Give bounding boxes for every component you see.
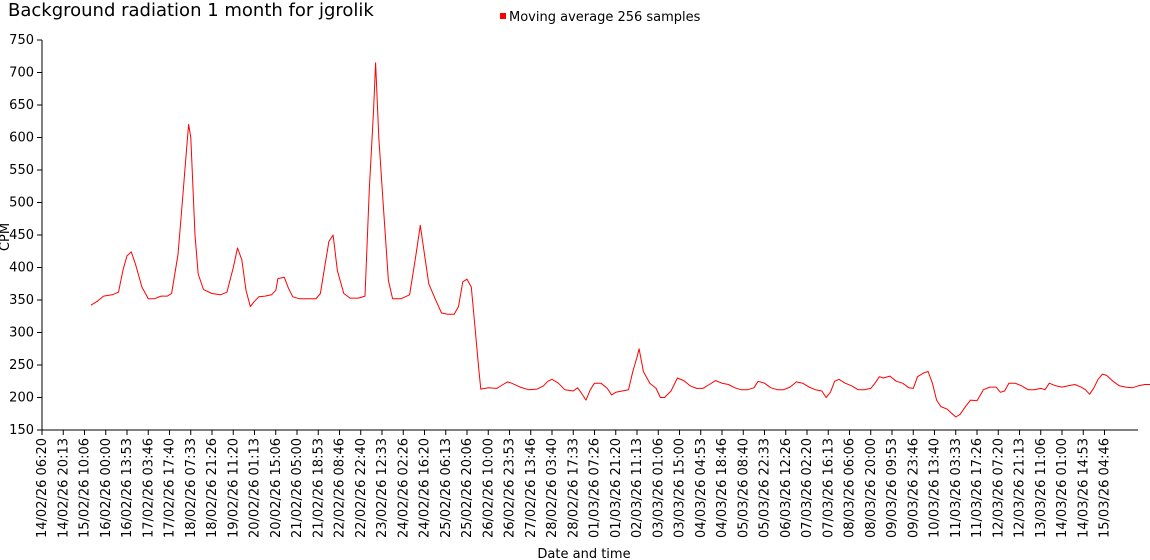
x-tick-label: 15/03/26 04:46	[1098, 438, 1113, 538]
series-line	[90, 62, 1150, 418]
x-tick-label: 12/03/26 07:20	[991, 438, 1006, 538]
x-tick-label: 01/03/26 07:26	[588, 438, 603, 538]
x-tick-label: 21/02/26 05:00	[290, 438, 305, 538]
x-tick-label: 09/03/26 09:53	[885, 438, 900, 538]
y-tick-label: 700	[9, 66, 34, 81]
x-tick-label: 12/03/26 21:13	[1013, 438, 1028, 538]
x-tick-label: 02/03/26 11:13	[630, 438, 645, 538]
x-tick-label: 10/03/26 13:40	[928, 438, 943, 538]
x-tick-label: 03/03/26 01:06	[651, 438, 666, 538]
x-tick-label: 28/02/26 03:40	[545, 438, 560, 538]
x-tick-label: 05/03/26 08:40	[736, 438, 751, 538]
y-tick-label: 550	[9, 163, 34, 178]
y-tick-label: 400	[9, 261, 34, 276]
x-tick-label: 21/02/26 18:53	[311, 438, 326, 538]
x-tick-label: 17/02/26 03:46	[141, 438, 156, 538]
y-tick-label: 500	[9, 196, 34, 211]
x-tick-label: 25/02/26 20:06	[460, 438, 475, 538]
x-tick-label: 14/03/26 01:00	[1055, 438, 1070, 538]
x-tick-label: 14/03/26 14:53	[1076, 438, 1091, 538]
x-tick-label: 08/03/26 20:00	[864, 438, 879, 538]
x-tick-label: 08/03/26 06:06	[843, 438, 858, 538]
y-tick-label: 350	[9, 293, 34, 308]
x-tick-label: 04/03/26 04:53	[694, 438, 709, 538]
y-tick-label: 300	[9, 326, 34, 341]
x-tick-label: 23/02/26 12:33	[375, 438, 390, 538]
x-tick-label: 11/03/26 17:26	[970, 438, 985, 538]
x-tick-label: 15/02/26 10:06	[78, 438, 93, 538]
legend-label: Moving average 256 samples	[509, 10, 701, 25]
x-tick-label: 04/03/26 18:46	[715, 438, 730, 538]
x-tick-label: 14/02/26 20:13	[56, 438, 71, 538]
x-tick-label: 03/03/26 15:00	[673, 438, 688, 538]
x-tick-label: 17/02/26 17:40	[163, 438, 178, 538]
y-tick-label: 150	[9, 423, 34, 438]
x-tick-label: 07/03/26 16:13	[821, 438, 836, 538]
y-tick-label: 200	[9, 391, 34, 406]
x-tick-label: 06/03/26 12:26	[779, 438, 794, 538]
y-axis-label: CPM	[0, 223, 13, 251]
x-tick-label: 28/02/26 17:33	[566, 438, 581, 538]
x-tick-label: 01/03/26 21:20	[609, 438, 624, 538]
y-tick-label: 450	[9, 228, 34, 243]
x-tick-label: 26/02/26 10:00	[481, 438, 496, 538]
legend-swatch-icon	[500, 13, 506, 19]
x-tick-label: 14/02/26 06:20	[35, 438, 50, 538]
x-tick-label: 24/02/26 02:26	[396, 438, 411, 538]
y-tick-label: 650	[9, 98, 34, 113]
x-tick-label: 11/03/26 03:33	[949, 438, 964, 538]
x-tick-label: 13/03/26 11:06	[1034, 438, 1049, 538]
y-tick-label: 600	[9, 131, 34, 146]
y-tick-label: 250	[9, 358, 34, 373]
x-tick-label: 19/02/26 11:20	[226, 438, 241, 538]
x-tick-label: 22/02/26 22:40	[354, 438, 369, 538]
legend: Moving average 256 samples	[500, 10, 700, 25]
x-tick-label: 16/02/26 13:53	[120, 438, 135, 538]
x-tick-label: 18/02/26 07:33	[184, 438, 199, 538]
x-tick-label: 20/02/26 15:06	[269, 438, 284, 538]
x-tick-label: 25/02/26 06:13	[439, 438, 454, 538]
x-axis-label: Date and time	[537, 547, 630, 560]
x-tick-label: 09/03/26 23:46	[906, 438, 921, 538]
x-tick-label: 27/02/26 13:46	[524, 438, 539, 538]
x-tick-label: 05/03/26 22:33	[758, 438, 773, 538]
y-tick-label: 750	[9, 33, 34, 48]
x-tick-label: 16/02/26 00:00	[99, 438, 114, 538]
x-tick-label: 24/02/26 16:20	[418, 438, 433, 538]
x-tick-label: 07/03/26 02:20	[800, 438, 815, 538]
chart-title: Background radiation 1 month for jgrolik	[8, 0, 374, 21]
x-tick-label: 18/02/26 21:26	[205, 438, 220, 538]
x-tick-label: 26/02/26 23:53	[503, 438, 518, 538]
x-tick-label: 22/02/26 08:46	[333, 438, 348, 538]
x-tick-label: 20/02/26 01:13	[248, 438, 263, 538]
